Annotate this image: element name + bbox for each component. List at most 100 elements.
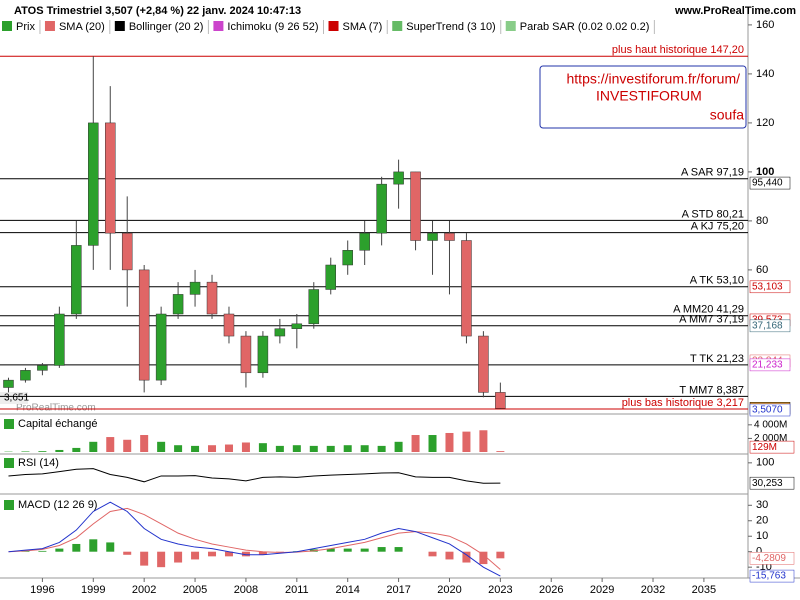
x-tick-label: 1999 [81,584,105,596]
price-badge [749,403,791,417]
candle-body [20,370,31,381]
volume-bar [411,435,420,452]
candle-body [274,328,286,337]
candle-body [495,392,506,409]
volume-bar [241,442,250,452]
volume-bar [445,432,454,452]
macd-histogram-bar [479,551,488,565]
price-badge-label: 37,168 [752,320,783,331]
level-label: plus haut historique 147,20 [612,44,744,56]
candle-body [121,232,133,271]
volume-bar [496,451,505,452]
volume-bar [343,445,352,452]
candle-body [342,250,353,266]
y-tick-label: 120 [756,117,774,129]
panel-title: MACD (12 26 9) [18,499,97,511]
macd-histogram-bar [106,542,115,552]
macd-histogram-bar [462,551,471,563]
volume-bar [89,441,98,452]
volume-bar [191,445,200,452]
macd-histogram-bar [496,551,505,559]
candle-body [3,379,14,388]
volume-bar [428,435,437,452]
annotation-line: https://investiforum.fr/forum/ [567,71,741,87]
candle-body [138,269,150,381]
x-tick-label: 2017 [386,584,410,596]
panel-title-icon [4,500,14,510]
macd-histogram-bar [140,551,149,566]
macd-histogram-bar [258,551,267,555]
y-tick-label: 2 000M [754,433,787,444]
legend-box [213,21,224,31]
y-tick-label: 160 [756,19,774,31]
macd-histogram-bar [72,543,81,552]
candle-body [376,183,387,234]
volume-bar [394,441,403,452]
candle-body [444,232,455,241]
y-tick-label: 20 [756,515,768,527]
volume-bar [106,437,115,452]
candle-body [104,122,116,234]
panel-title: RSI (14) [18,457,59,469]
y-tick-label: 80 [756,215,768,227]
volume-bar [377,445,386,452]
panel-badge [749,569,795,583]
candle-body [359,232,370,251]
macd-histogram-bar [208,551,217,557]
volume-bar [326,445,335,452]
price-badge-label: 3,5070 [752,405,783,416]
volume-bar [208,445,217,452]
legend-label: SMA (20) [59,21,105,33]
level-label: A KJ 75,20 [691,221,744,233]
volume-bar [174,445,183,452]
candle-body [291,323,303,329]
legend-box [2,21,12,31]
panel-badge-label: -4,2809 [752,553,786,564]
legend-label: SuperTrend (3 10) [406,21,495,33]
level-label: A SAR 97,19 [681,167,744,179]
candle-body [155,313,167,381]
candle-body [71,245,82,315]
macd-histogram-bar [55,548,64,552]
y-tick-label: 0 [756,546,762,558]
candle-body [410,171,421,241]
x-tick-label: 2011 [285,584,309,596]
x-tick-label: 2020 [437,584,461,596]
x-tick-label: 2023 [488,584,512,596]
panel-badge [749,552,795,565]
volume-bar [157,441,166,452]
y-tick-label: 60 [756,264,768,276]
panel-title: Capital échangé [18,418,98,430]
y-tick-label: 100 [756,166,774,178]
candle-body [172,294,184,315]
x-tick-label: 2026 [539,584,563,596]
macd-histogram-bar [445,551,454,560]
level-label: A STD 80,21 [682,208,744,220]
macd-histogram-bar [191,551,200,560]
candle-body [37,365,48,371]
level-label: A MM7 37,19 [679,314,744,326]
legend-box [328,21,339,31]
annotation-line: soufa [710,107,744,123]
x-tick-label: 2005 [183,584,207,596]
x-tick-label: 2002 [132,584,156,596]
candle-body [240,335,252,374]
level-label: A TK 53,10 [690,275,744,287]
legend-box [44,21,55,31]
macd-signal [8,507,501,570]
candle-body [427,232,438,241]
volume-bar [309,445,318,452]
annotation-line: INVESTIFORUM [596,88,702,104]
volume-bar [275,445,284,452]
x-tick-label: 2032 [641,584,665,596]
candle-body [461,240,472,337]
level-label: T MM7 8,387 [679,384,744,396]
candle-body [393,171,404,185]
volume-bar [479,430,488,452]
macd-histogram-bar [174,551,183,563]
price-badge-label: 53,103 [752,281,783,292]
level-label: T TK 21,23 [690,353,744,365]
level-label: A MM20 41,29 [673,304,744,316]
legend-box [505,21,516,31]
